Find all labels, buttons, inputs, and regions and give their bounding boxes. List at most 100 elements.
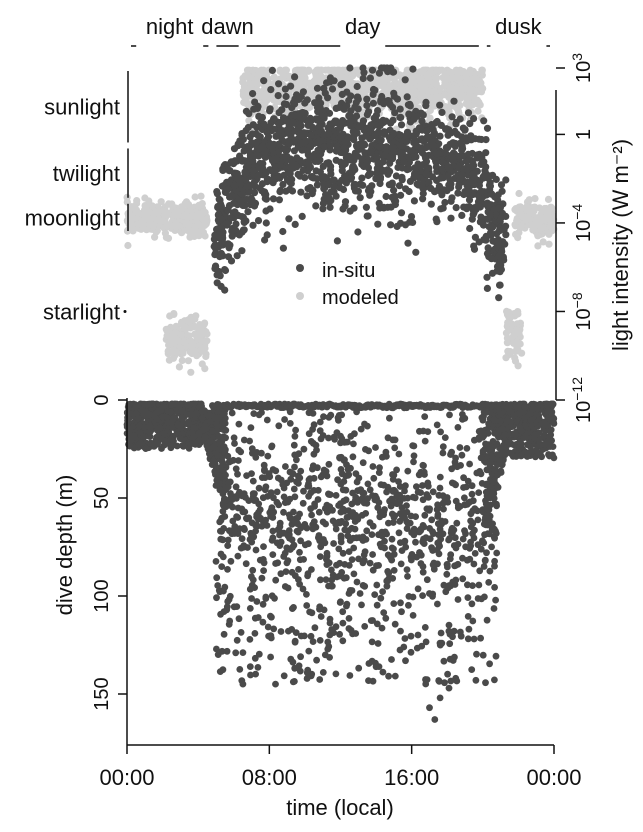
dive-point bbox=[419, 482, 426, 489]
modeled-point bbox=[306, 89, 315, 97]
in-situ-point bbox=[282, 187, 290, 195]
in-situ-point bbox=[326, 78, 334, 86]
in-situ-point bbox=[238, 157, 246, 165]
in-situ-point bbox=[234, 142, 242, 150]
modeled-point bbox=[270, 74, 278, 82]
dive-point bbox=[390, 600, 398, 607]
in-situ-point bbox=[464, 109, 473, 117]
in-situ-point bbox=[403, 93, 411, 101]
in-situ-point bbox=[258, 113, 266, 122]
in-situ-point bbox=[276, 119, 284, 127]
modeled-point bbox=[533, 215, 541, 224]
modeled-point bbox=[463, 85, 471, 93]
dive-point bbox=[515, 410, 523, 417]
in-situ-point bbox=[366, 74, 374, 82]
in-situ-point bbox=[276, 188, 284, 196]
in-situ-point bbox=[218, 182, 226, 190]
dive-point bbox=[544, 407, 552, 414]
modeled-point bbox=[534, 232, 542, 240]
dive-point bbox=[178, 424, 186, 431]
modeled-point bbox=[149, 221, 157, 229]
dive-depth-points bbox=[123, 400, 558, 723]
in-situ-point bbox=[354, 228, 362, 236]
modeled-point bbox=[431, 87, 439, 95]
modeled-point bbox=[513, 326, 521, 334]
dive-point bbox=[497, 410, 505, 418]
dive-point bbox=[136, 439, 144, 447]
in-situ-point bbox=[336, 124, 344, 132]
in-situ-point bbox=[279, 227, 287, 236]
dive-point bbox=[407, 648, 415, 656]
in-situ-point bbox=[282, 92, 290, 101]
in-situ-point bbox=[260, 120, 268, 128]
in-situ-point bbox=[215, 231, 223, 239]
in-situ-point bbox=[487, 190, 495, 198]
in-situ-point bbox=[262, 219, 270, 227]
in-situ-point bbox=[402, 132, 410, 140]
in-situ-point bbox=[468, 215, 476, 223]
in-situ-point bbox=[326, 203, 334, 211]
modeled-point bbox=[178, 356, 186, 365]
in-situ-point bbox=[248, 196, 256, 204]
modeled-point bbox=[190, 346, 198, 354]
in-situ-point bbox=[367, 126, 375, 134]
in-situ-point bbox=[391, 192, 399, 200]
dive-point bbox=[436, 639, 444, 647]
dive-point bbox=[201, 407, 208, 414]
in-situ-point bbox=[386, 159, 394, 167]
in-situ-point bbox=[460, 203, 468, 211]
in-situ-point bbox=[458, 171, 466, 179]
in-situ-point bbox=[217, 202, 225, 210]
in-situ-point bbox=[241, 175, 249, 184]
in-situ-point bbox=[382, 143, 391, 151]
modeled-point bbox=[150, 216, 158, 224]
in-situ-point bbox=[242, 217, 250, 225]
modeled-point bbox=[200, 208, 208, 216]
modeled-point bbox=[196, 213, 204, 221]
modeled-point bbox=[426, 106, 434, 114]
in-situ-point bbox=[390, 129, 398, 138]
modeled-point bbox=[159, 217, 167, 225]
in-situ-point bbox=[224, 240, 232, 248]
modeled-point bbox=[457, 79, 465, 87]
modeled-point bbox=[411, 97, 419, 105]
dive-point bbox=[197, 400, 205, 408]
dive-point bbox=[410, 458, 417, 466]
dive-point bbox=[296, 548, 303, 556]
in-situ-point bbox=[370, 114, 378, 122]
modeled-point bbox=[174, 337, 182, 345]
in-situ-point bbox=[393, 222, 401, 230]
dive-point bbox=[498, 461, 506, 469]
in-situ-point bbox=[246, 133, 254, 141]
in-situ-point bbox=[458, 211, 466, 219]
modeled-point bbox=[132, 208, 140, 216]
modeled-point bbox=[514, 362, 522, 370]
dive-point bbox=[467, 517, 474, 525]
in-situ-point bbox=[406, 102, 414, 110]
in-situ-point bbox=[397, 150, 405, 158]
modeled-point bbox=[545, 230, 553, 238]
modeled-point bbox=[184, 201, 192, 209]
modeled-point bbox=[478, 66, 486, 74]
dive-point bbox=[252, 546, 260, 554]
dive-point bbox=[323, 549, 331, 557]
in-situ-point bbox=[390, 186, 398, 194]
modeled-point bbox=[311, 68, 319, 76]
in-situ-point bbox=[266, 205, 274, 213]
in-situ-point bbox=[446, 176, 454, 184]
in-situ-point bbox=[447, 153, 456, 161]
dive-point bbox=[403, 518, 411, 525]
dive-point bbox=[141, 400, 148, 408]
in-situ-point bbox=[371, 86, 379, 94]
dive-point bbox=[536, 441, 543, 449]
in-situ-point bbox=[363, 111, 371, 119]
in-situ-point bbox=[329, 176, 337, 184]
in-situ-point bbox=[498, 187, 506, 195]
in-situ-point bbox=[213, 188, 221, 196]
dive-point bbox=[164, 418, 172, 426]
in-situ-point bbox=[413, 180, 421, 188]
in-situ-point bbox=[448, 194, 456, 202]
in-situ-point bbox=[349, 128, 357, 136]
dive-point bbox=[490, 416, 498, 424]
in-situ-point bbox=[353, 82, 361, 91]
